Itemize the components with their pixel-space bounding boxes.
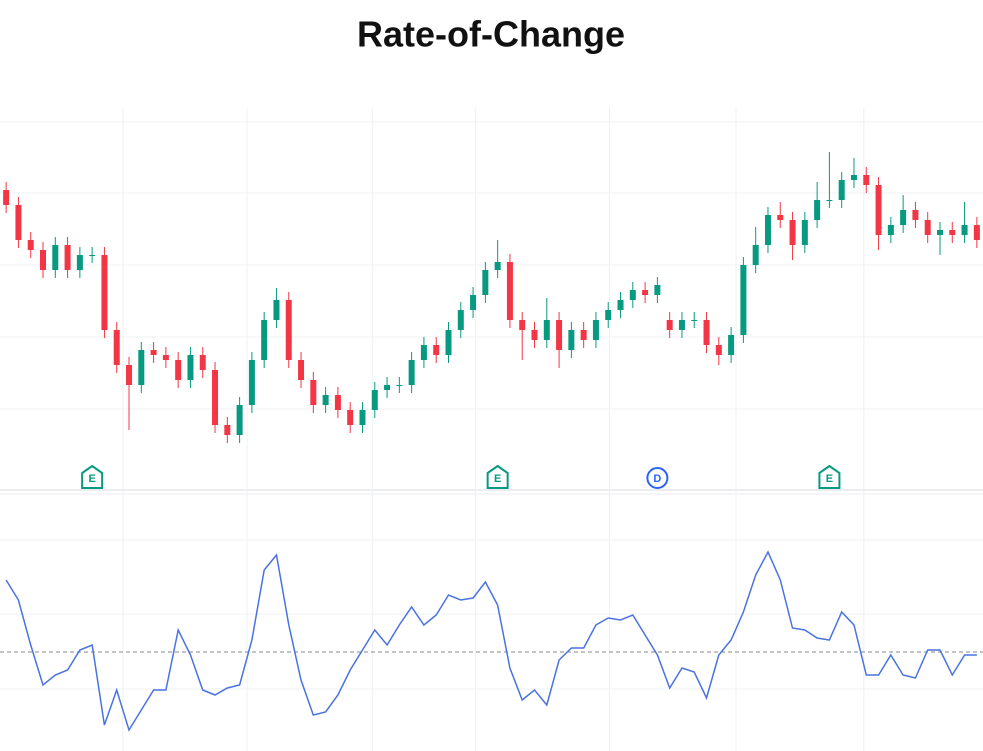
candle-body bbox=[838, 180, 845, 200]
candle-body bbox=[3, 190, 10, 205]
candle-body bbox=[101, 255, 108, 330]
event-label: E bbox=[88, 473, 95, 485]
candle-body bbox=[678, 320, 685, 330]
candle-body bbox=[629, 290, 636, 300]
chart-title: Rate-of-Change bbox=[357, 14, 625, 55]
candle-body bbox=[433, 345, 440, 355]
candle-body bbox=[691, 320, 698, 321]
candle-body bbox=[371, 390, 378, 410]
candle-body bbox=[814, 200, 821, 220]
candle-body bbox=[310, 380, 317, 405]
candle-body bbox=[949, 230, 956, 235]
candle-body bbox=[642, 290, 649, 295]
candle-body bbox=[912, 210, 919, 220]
candle-body bbox=[457, 310, 464, 330]
candle-body bbox=[752, 245, 759, 265]
candle-body bbox=[506, 262, 513, 320]
candle-body bbox=[359, 410, 366, 425]
event-marker bbox=[646, 467, 669, 489]
candle-body bbox=[40, 250, 47, 270]
candle-body bbox=[187, 355, 194, 380]
candle-body bbox=[494, 262, 501, 270]
event-marker bbox=[818, 464, 841, 489]
candle-body bbox=[863, 175, 870, 185]
event-label: E bbox=[826, 473, 833, 485]
candle-body bbox=[322, 395, 329, 405]
event-marker bbox=[81, 464, 104, 489]
event-marker bbox=[486, 464, 509, 489]
candle-body bbox=[285, 300, 292, 360]
candle-body bbox=[150, 350, 157, 355]
candle-body bbox=[482, 270, 489, 295]
candle-body bbox=[420, 345, 427, 360]
candle-body bbox=[789, 220, 796, 245]
candle-body bbox=[113, 330, 120, 365]
candle-body bbox=[850, 175, 857, 180]
candle-body bbox=[875, 185, 882, 235]
roc-line bbox=[5, 550, 977, 732]
candle-body bbox=[64, 245, 71, 270]
candle-body bbox=[162, 355, 169, 360]
candle-body bbox=[396, 385, 403, 386]
candle-body bbox=[76, 255, 83, 270]
candle-body bbox=[580, 330, 587, 340]
candle-body bbox=[924, 220, 931, 235]
event-label: E bbox=[494, 473, 501, 485]
candle-body bbox=[617, 300, 624, 310]
candle-body bbox=[199, 355, 206, 370]
candle-body bbox=[126, 365, 133, 385]
candle-body bbox=[445, 330, 452, 355]
candle-body bbox=[175, 360, 182, 380]
candle-body bbox=[236, 405, 243, 435]
candle-body bbox=[654, 285, 661, 295]
candle-body bbox=[556, 320, 563, 350]
candle-body bbox=[261, 320, 268, 360]
candle-body bbox=[740, 265, 747, 335]
candle-body bbox=[334, 395, 341, 410]
grid bbox=[0, 108, 983, 751]
candle-body bbox=[961, 225, 968, 235]
candle-body bbox=[89, 255, 96, 256]
candle-body bbox=[764, 215, 771, 245]
candle-body bbox=[900, 210, 907, 225]
candle-body bbox=[715, 345, 722, 355]
event-label: D bbox=[653, 473, 661, 485]
candle-body bbox=[470, 295, 477, 310]
candle-body bbox=[936, 230, 943, 235]
candle-body bbox=[531, 330, 538, 340]
candle-body bbox=[52, 245, 59, 270]
candle-body bbox=[273, 300, 280, 320]
candle-body bbox=[973, 225, 980, 240]
candle-body bbox=[592, 320, 599, 340]
candle-body bbox=[15, 205, 22, 240]
candle-body bbox=[666, 320, 673, 330]
candle-body bbox=[347, 410, 354, 425]
candle-body bbox=[224, 425, 231, 435]
candle-body bbox=[801, 220, 808, 245]
candle-body bbox=[568, 330, 575, 350]
candle-body bbox=[887, 225, 894, 235]
candle-body bbox=[248, 360, 255, 405]
candle-body bbox=[543, 320, 550, 340]
candle-body bbox=[703, 320, 710, 345]
candle-body bbox=[212, 370, 219, 425]
candle-body bbox=[519, 320, 526, 330]
candle-body bbox=[27, 240, 34, 250]
candle-body bbox=[826, 200, 833, 201]
candle-body bbox=[408, 360, 415, 385]
candle-body bbox=[298, 360, 305, 380]
candle-body bbox=[384, 385, 391, 390]
candle-body bbox=[777, 215, 784, 220]
candle-body bbox=[728, 335, 735, 355]
candle-body bbox=[605, 310, 612, 320]
candle-body bbox=[138, 350, 145, 385]
